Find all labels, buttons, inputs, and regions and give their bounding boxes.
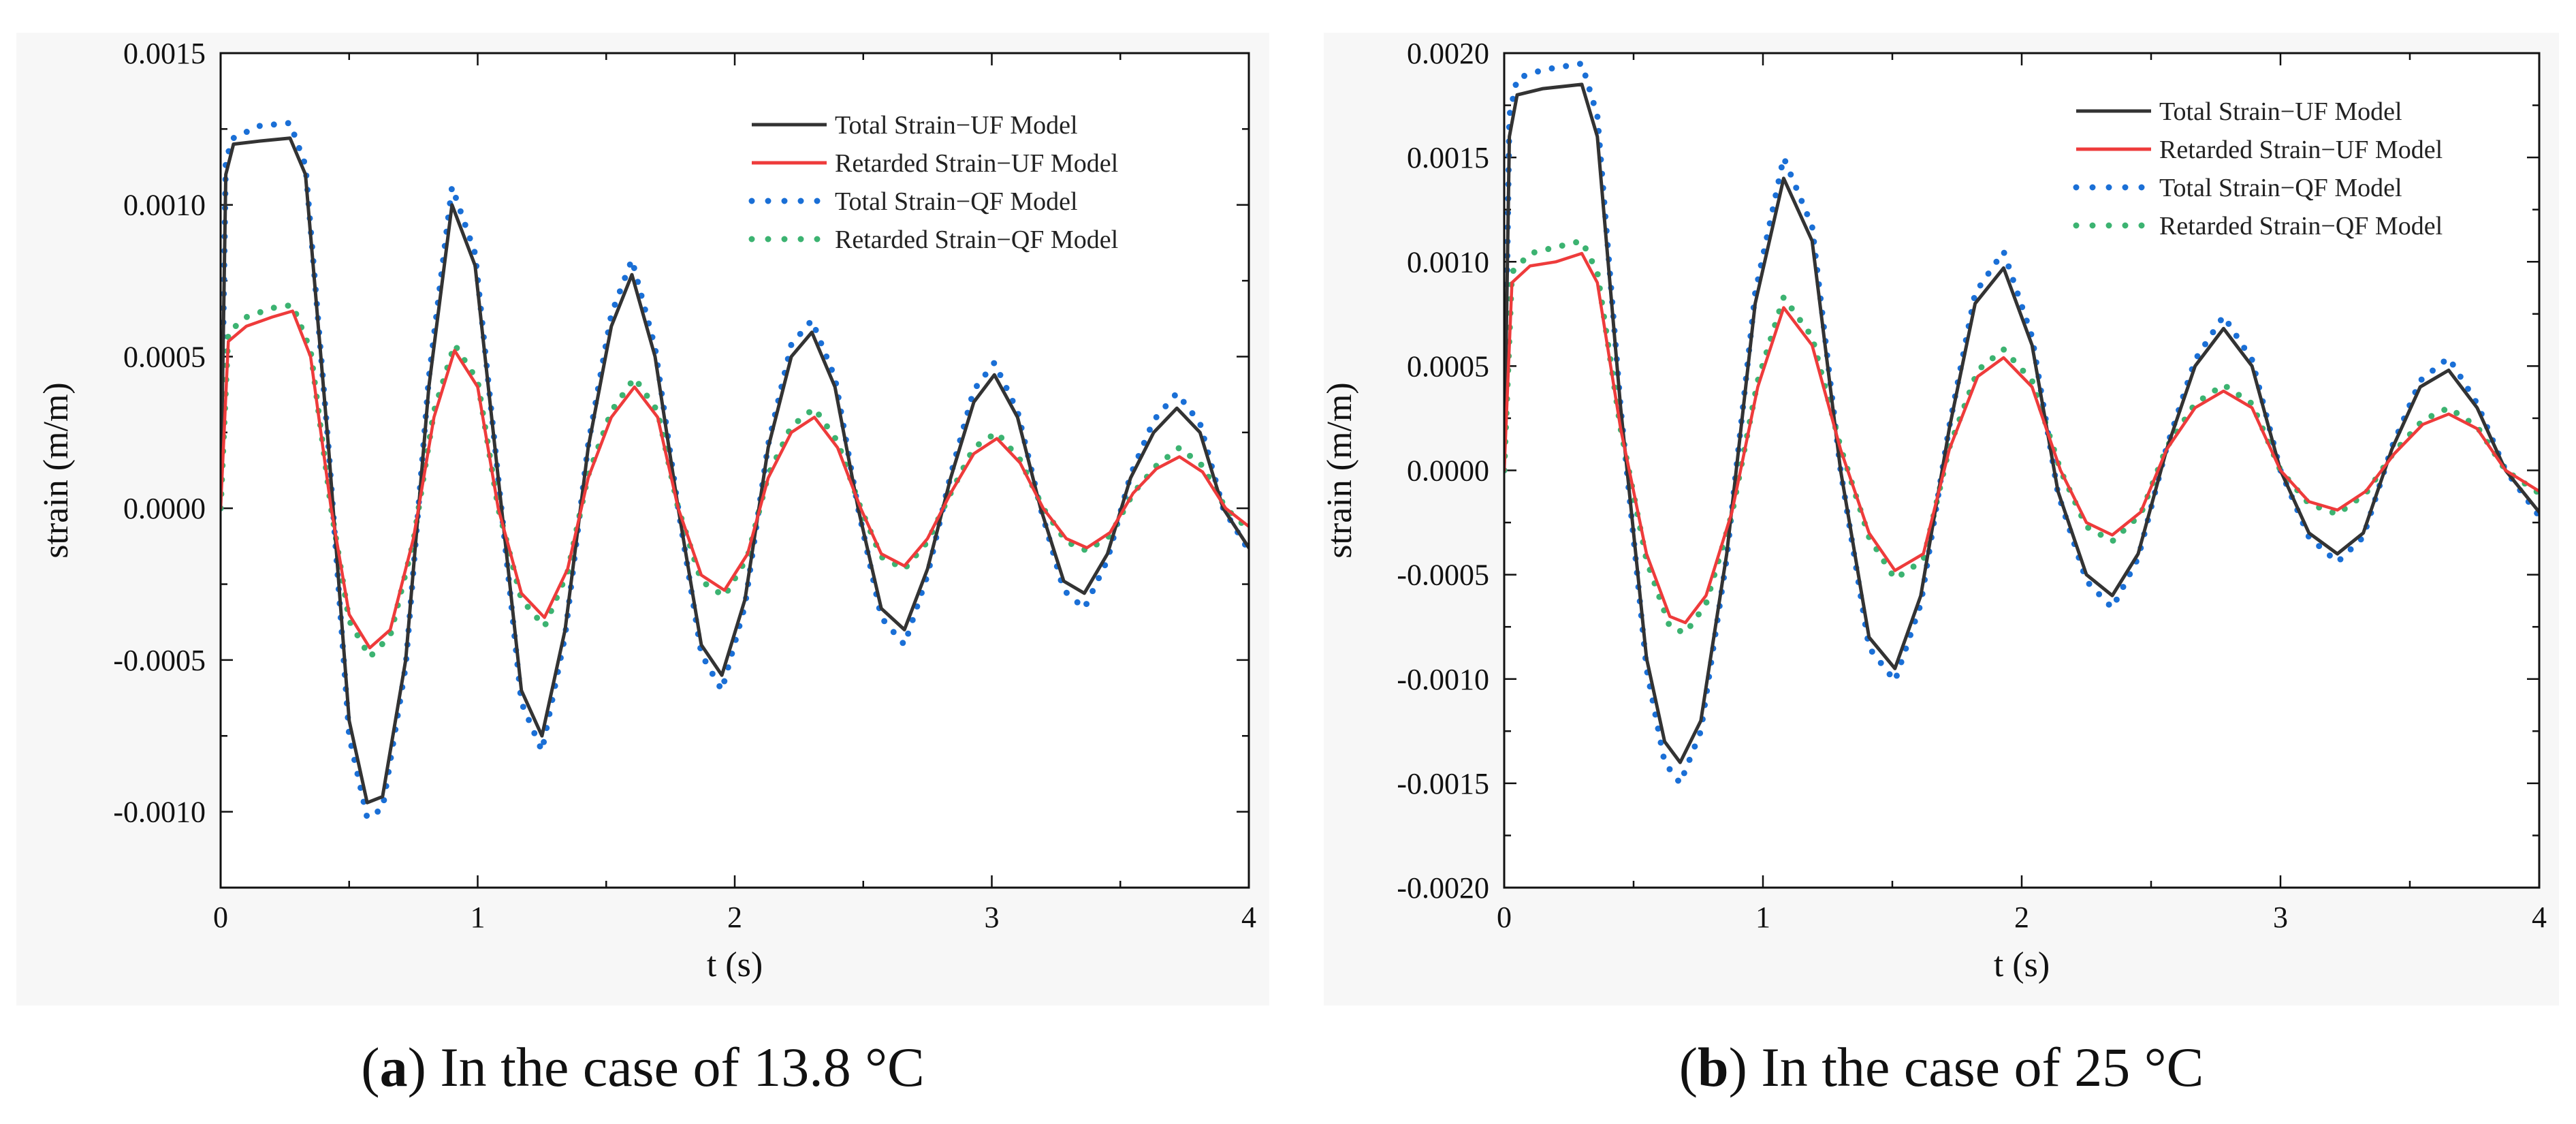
y-tick-label: -0.0010 — [113, 796, 206, 829]
x-tick-label: 4 — [2532, 901, 2547, 934]
x-tick-label: 4 — [1241, 901, 1256, 934]
y-tick-label: 0.0010 — [1407, 245, 1489, 279]
y-tick-label: 0.0000 — [123, 492, 206, 525]
y-tick-label: -0.0010 — [1397, 663, 1489, 696]
legend-label: Total Strain−QF Model — [2159, 174, 2402, 202]
plot-area-b — [1504, 53, 2539, 888]
legend-label: Retarded Strain−UF Model — [2159, 136, 2443, 164]
caption-a-letter: a — [379, 1036, 408, 1098]
series-line-1 — [221, 309, 1249, 650]
caption-a-text: ) In the case of 13.8 °C — [407, 1036, 925, 1098]
series-line-0 — [221, 136, 1249, 805]
plot-frame-a — [219, 52, 1250, 889]
y-tick-label: 0.0020 — [1407, 37, 1489, 70]
chart-svg-b: 0 1 2 3 4 -0.0020 -0.0015 -0.0010 -0.0005 0.0000 0… — [1324, 37, 2547, 984]
series-line-0 — [1504, 82, 2539, 764]
x-tick-label: 0 — [1497, 901, 1512, 934]
series-line-2 — [221, 120, 1249, 821]
series-line-3 — [221, 302, 1249, 660]
y-tick-label: 0.0005 — [1407, 349, 1489, 383]
y-axis-label: strain (m/m) — [37, 382, 76, 559]
caption-b: (b) In the case of 25 °C — [1679, 1036, 2204, 1098]
y-tick-label: -0.0015 — [1397, 767, 1489, 800]
series-group-b — [1504, 60, 2539, 787]
caption-a: (a) In the case of 13.8 °C — [361, 1036, 925, 1098]
x-tick-label: 3 — [2273, 901, 2288, 934]
y-tick-label: 0.0005 — [123, 340, 206, 373]
y-tick-label: -0.0005 — [113, 644, 206, 677]
x-axis-label: t (s) — [1994, 946, 2050, 984]
series-line-1 — [1504, 251, 2539, 625]
x-tick-label: 3 — [985, 901, 1000, 934]
x-tick-label: 1 — [1755, 901, 1770, 934]
y-tick-label: -0.0005 — [1397, 559, 1489, 592]
legend-label: Retarded Strain−QF Model — [2159, 212, 2443, 240]
y-tick-label: 0.0010 — [123, 189, 206, 222]
y-tick-label: 0.0015 — [1407, 141, 1489, 174]
legend-label: Retarded Strain−QF Model — [835, 225, 1118, 254]
y-tick-label: 0.0015 — [123, 37, 206, 70]
chart-svg-a: 0 1 2 3 4 -0.0010 -0.0005 0.0000 0.0005 0.0010 0.0… — [37, 37, 1256, 984]
plot-frame-b — [1503, 52, 2541, 889]
y-tick-label: 0.0000 — [1407, 454, 1489, 488]
plot-area-a — [221, 53, 1249, 888]
legend-label: Retarded Strain−UF Model — [835, 149, 1118, 178]
caption-b-letter: b — [1698, 1036, 1729, 1098]
x-tick-label: 0 — [213, 901, 228, 934]
legend-label: Total Strain−UF Model — [835, 111, 1078, 140]
x-tick-label: 1 — [471, 901, 486, 934]
series-group-a — [221, 120, 1249, 821]
x-axis-label: t (s) — [707, 946, 763, 984]
legend-label: Total Strain−UF Model — [2159, 97, 2402, 126]
y-tick-label: -0.0020 — [1397, 871, 1489, 905]
y-axis-label: strain (m/m) — [1324, 382, 1359, 559]
chart-panel-a: 0 1 2 3 4 -0.0010 -0.0005 0.0000 0.0005 0.0010 0.0… — [16, 33, 1269, 1005]
legend-label: Total Strain−QF Model — [835, 187, 1078, 216]
chart-panel-b: 0 1 2 3 4 -0.0020 -0.0015 -0.0010 -0.0005 0.0000 0… — [1324, 33, 2559, 1005]
caption-b-text: ) In the case of 25 °C — [1728, 1036, 2204, 1098]
x-tick-label: 2 — [2014, 901, 2029, 934]
x-tick-label: 2 — [727, 901, 742, 934]
